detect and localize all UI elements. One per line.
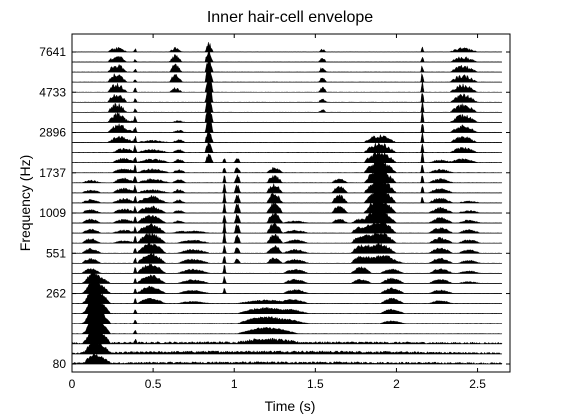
channel-trace-20 bbox=[71, 150, 503, 163]
channel-trace-12 bbox=[71, 231, 503, 244]
y-tick-label: 1737 bbox=[39, 166, 66, 180]
channel-trace-31 bbox=[71, 42, 503, 53]
channel-trace-2 bbox=[71, 328, 503, 345]
channel-trace-0 bbox=[71, 353, 503, 365]
channel-trace-9 bbox=[71, 262, 503, 274]
channel-trace-11 bbox=[71, 242, 503, 254]
y-tick-label: 7641 bbox=[39, 45, 66, 59]
y-axis: 7641 4733 2896 1737 1009 551 262 80 bbox=[39, 45, 510, 371]
y-tick-label: 1009 bbox=[39, 206, 66, 220]
channel-trace-7 bbox=[71, 279, 503, 294]
channel-trace-14 bbox=[71, 208, 503, 224]
x-tick-label: 0 bbox=[69, 377, 76, 391]
channel-trace-10 bbox=[71, 252, 503, 264]
x-tick-label: 1.5 bbox=[307, 377, 324, 391]
channel-trace-26 bbox=[71, 82, 503, 103]
y-tick-label: 262 bbox=[46, 287, 66, 301]
y-axis-title: Frequency (Hz) bbox=[17, 155, 33, 251]
channel-trace-6 bbox=[71, 288, 503, 304]
channel-trace-5 bbox=[71, 296, 503, 314]
x-axis-title: Time (s) bbox=[265, 398, 316, 414]
channel-traces bbox=[71, 42, 503, 365]
channel-trace-29 bbox=[71, 58, 503, 73]
channel-trace-23 bbox=[71, 116, 503, 133]
x-tick-label: 1 bbox=[231, 377, 238, 391]
y-tick-label: 4733 bbox=[39, 85, 66, 99]
x-axis: 0 0.5 1 1.5 2 2.5 bbox=[69, 34, 486, 391]
channel-trace-24 bbox=[71, 105, 503, 123]
channel-trace-8 bbox=[71, 272, 503, 284]
channel-trace-25 bbox=[71, 93, 503, 113]
y-tick-label: 80 bbox=[53, 357, 67, 371]
y-tick-label: 2896 bbox=[39, 126, 66, 140]
channel-trace-1 bbox=[71, 339, 503, 355]
x-tick-label: 2 bbox=[393, 377, 400, 391]
y-tick-label: 551 bbox=[46, 246, 66, 260]
x-tick-label: 2.5 bbox=[469, 377, 486, 391]
channel-trace-28 bbox=[71, 66, 503, 83]
channel-trace-27 bbox=[71, 77, 503, 93]
channel-trace-13 bbox=[71, 218, 503, 234]
chart-title: Inner hair-cell envelope bbox=[207, 9, 373, 26]
x-tick-label: 0.5 bbox=[145, 377, 162, 391]
plot-frame bbox=[71, 33, 511, 373]
